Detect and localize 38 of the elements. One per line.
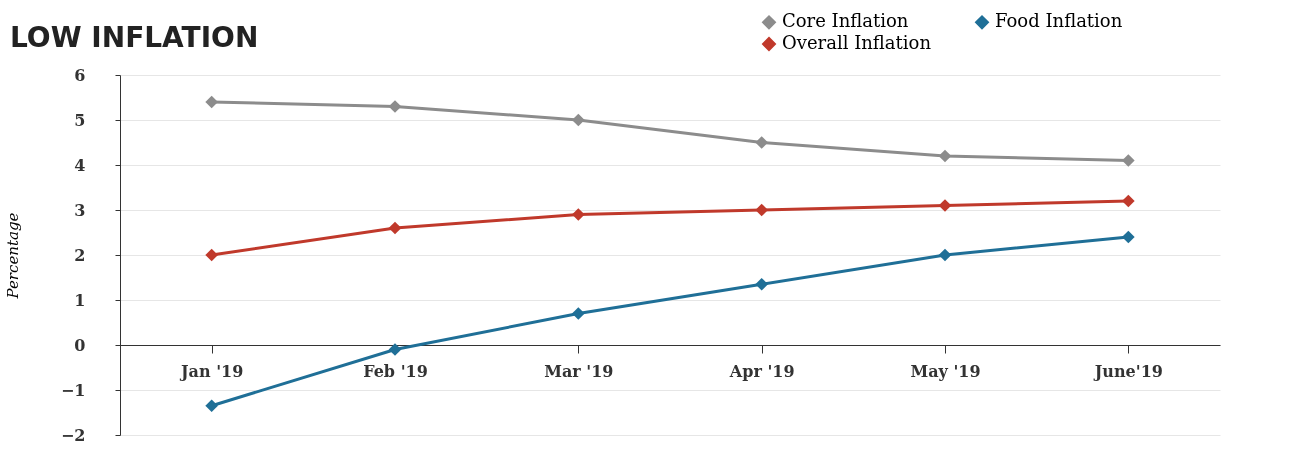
y-tick-label: −1 [60, 380, 86, 400]
y-tick-label: 2 [74, 245, 86, 265]
point [1122, 230, 1135, 244]
point [205, 399, 218, 413]
point [572, 307, 585, 320]
y-tick-label: 5 [74, 110, 86, 130]
point [1122, 194, 1135, 208]
y-tick-label: 4 [74, 155, 86, 175]
chart-title: LOW INFLATION [10, 21, 259, 54]
point [572, 113, 585, 127]
y-axis-title: Percentage [3, 212, 22, 300]
x-tick-label: Mar '19 [544, 361, 614, 381]
legend-label: Food Inflation [995, 10, 1123, 32]
point [755, 277, 768, 291]
legend-label: Overall Inflation [782, 32, 932, 53]
point [938, 248, 952, 262]
point [938, 149, 952, 163]
point [388, 343, 402, 356]
point [1122, 154, 1135, 167]
y-tick-label: 6 [74, 65, 86, 85]
legend-label: Core Inflation [782, 10, 909, 32]
point [388, 100, 402, 113]
point [755, 136, 768, 149]
x-tick-label: Apr '19 [728, 361, 795, 381]
point [388, 221, 402, 235]
y-tick-label: −2 [60, 425, 86, 445]
y-tick-label: 3 [74, 200, 86, 220]
point [572, 208, 585, 221]
point [755, 203, 768, 217]
y-tick-label: 1 [74, 290, 86, 310]
point [205, 95, 218, 109]
x-tick-label: Feb '19 [363, 361, 428, 381]
y-tick-label: 0 [74, 335, 86, 355]
x-tick-label: May '19 [910, 361, 981, 381]
point [205, 248, 218, 262]
x-tick-label: Jan '19 [179, 361, 244, 381]
x-tick-label: June'19 [1092, 361, 1163, 381]
point [938, 199, 952, 212]
